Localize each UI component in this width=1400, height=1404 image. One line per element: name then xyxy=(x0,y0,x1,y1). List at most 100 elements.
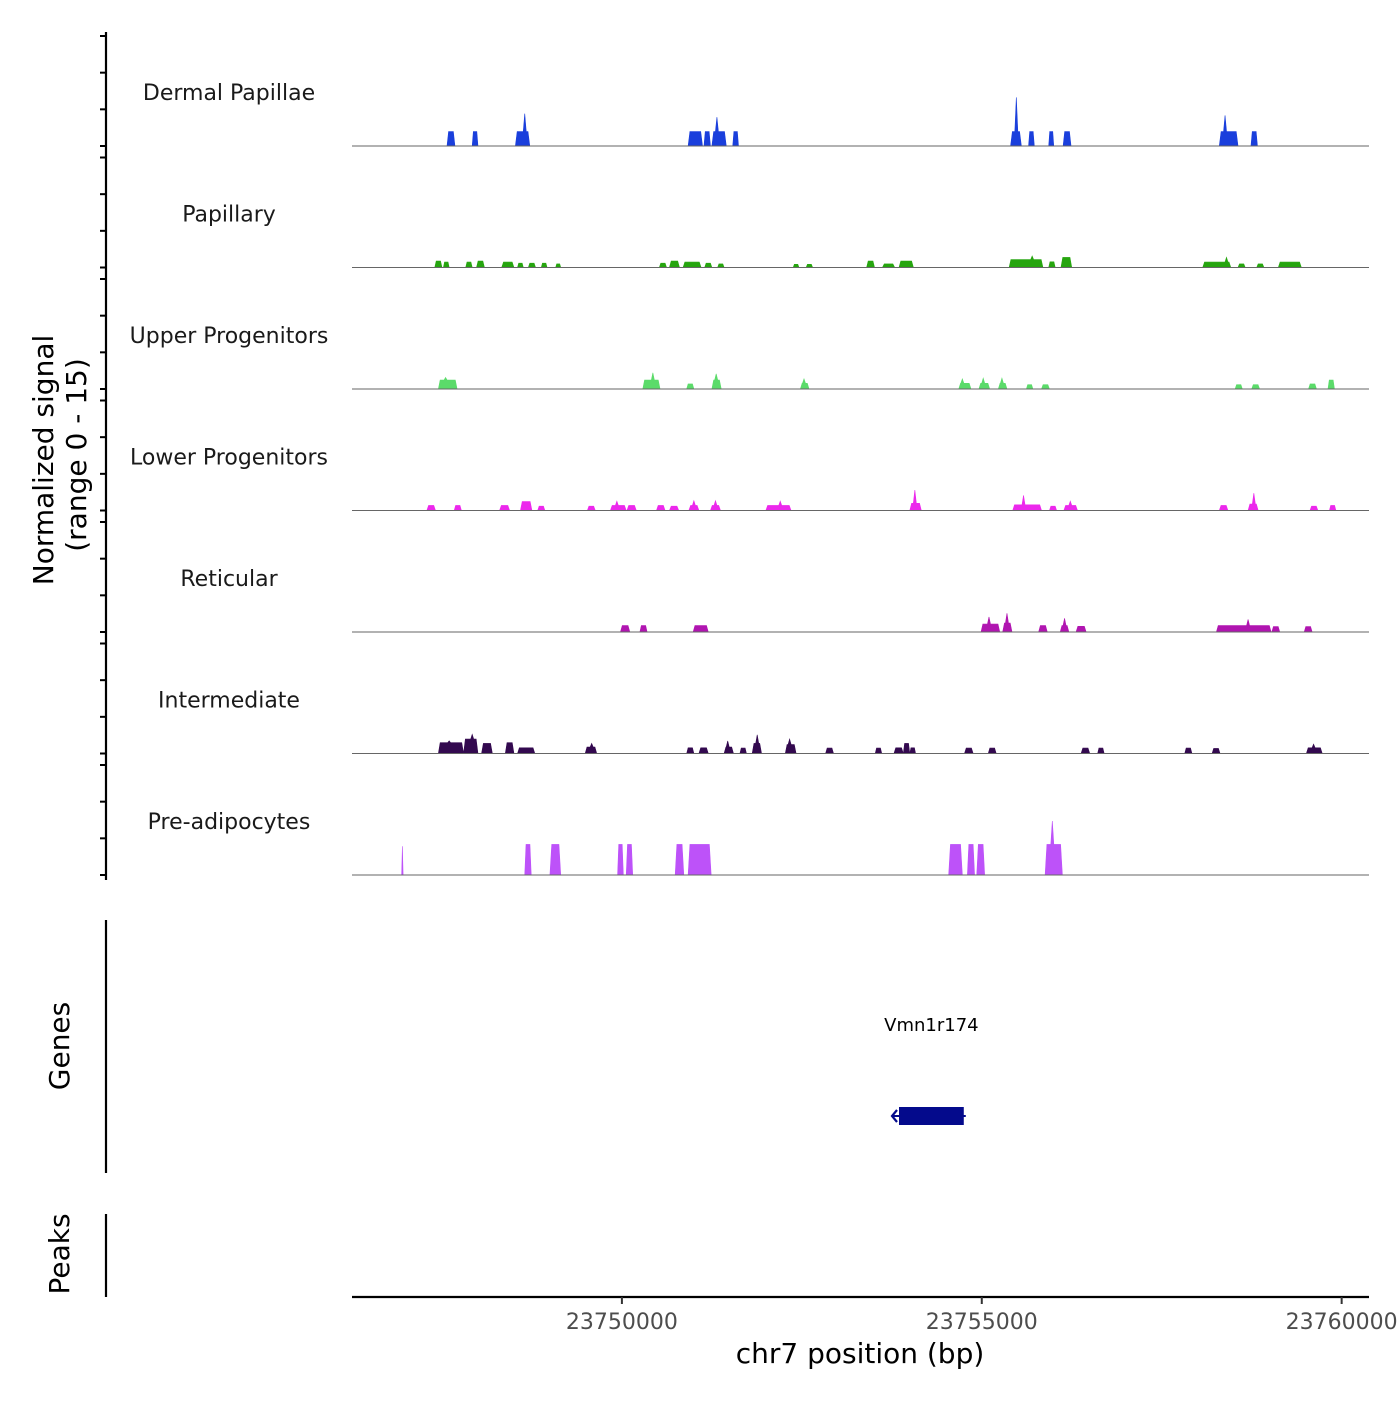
coverage-peak xyxy=(958,378,972,390)
coverage-peak xyxy=(703,131,711,147)
track-intermediate: Intermediate xyxy=(158,689,1369,754)
coverage-peak xyxy=(524,844,532,876)
coverage-peak xyxy=(476,260,485,268)
coverage-peak xyxy=(1237,263,1246,268)
coverage-peak xyxy=(668,505,680,511)
coverage-peak xyxy=(471,131,479,147)
coverage-peak xyxy=(669,260,680,268)
coverage-peak xyxy=(515,113,531,147)
x-axis: 23750000 23755000 23760000 xyxy=(352,1295,1398,1335)
track-upper-progenitors: Upper Progenitors xyxy=(130,324,1369,390)
coverage-peak xyxy=(453,505,462,511)
coverage-peak xyxy=(1234,384,1243,390)
coverage-peak xyxy=(1202,256,1232,268)
coverage-peak xyxy=(997,377,1008,390)
coverage-peak xyxy=(586,505,596,511)
coverage-peak xyxy=(711,117,727,147)
coverage-peak xyxy=(866,260,875,268)
coverage-peak xyxy=(898,260,914,268)
coverage-peak xyxy=(739,747,747,754)
gene-name-label: Vmn1r174 xyxy=(884,1015,978,1036)
genes-track-panel: Genes Vmn1r174 xyxy=(43,920,979,1173)
coverage-peak xyxy=(1271,626,1281,633)
coverage-peak xyxy=(874,747,883,754)
coverage-peak xyxy=(1028,131,1035,147)
coverage-peak xyxy=(1063,500,1078,511)
coverage-peak xyxy=(784,737,797,754)
coverage-peak xyxy=(881,263,896,268)
coverage-peak xyxy=(682,261,702,268)
coverage-peak xyxy=(465,261,473,268)
coverage-peak xyxy=(967,844,975,876)
x-axis-title: chr7 position (bp) xyxy=(736,1337,985,1370)
coverage-peak xyxy=(446,131,456,147)
coverage-peak xyxy=(1012,495,1042,511)
coverage-peak xyxy=(504,742,515,754)
coverage-peak xyxy=(527,262,536,268)
coverage-peak xyxy=(687,844,712,876)
coverage-peak xyxy=(1303,626,1313,633)
peaks-track-panel: Peaks xyxy=(43,1213,108,1297)
gene-exon-body xyxy=(899,1107,964,1125)
coverage-peak xyxy=(698,747,709,754)
track-lower-progenitors: Lower Progenitors xyxy=(130,446,1369,511)
coverage-peak xyxy=(499,505,511,511)
coverage-peak xyxy=(1075,625,1087,633)
coverage-peak xyxy=(1059,618,1070,633)
coverage-peak xyxy=(626,505,637,511)
coverage-peak xyxy=(584,742,598,754)
coverage-peak xyxy=(1216,619,1272,633)
coverage-peak xyxy=(658,262,667,268)
coverage-peak xyxy=(893,747,904,754)
coverage-peak xyxy=(687,131,703,147)
x-tick-label: 23750000 xyxy=(566,1310,678,1335)
coverage-peak xyxy=(642,372,661,390)
coverage-peak xyxy=(537,505,546,511)
coverage-peak xyxy=(1049,505,1058,511)
coverage-peak xyxy=(517,262,524,268)
coverage-peak xyxy=(674,844,685,876)
coverage-peak xyxy=(517,747,536,754)
coverage-peak xyxy=(1256,263,1265,268)
signal-y-axis xyxy=(100,32,108,880)
coverage-peak xyxy=(1038,625,1048,633)
coverage-peak xyxy=(980,616,1001,633)
coverage-peak xyxy=(1097,747,1105,754)
track-label: Upper Progenitors xyxy=(130,324,329,349)
coverage-peak xyxy=(723,740,734,754)
coverage-peak xyxy=(1044,820,1063,876)
track-pre-adipocytes: Pre-adipocytes xyxy=(148,810,1369,876)
coverage-peak xyxy=(463,733,479,754)
coverage-peak xyxy=(1184,747,1193,754)
coverage-peak xyxy=(686,383,695,390)
coverage-peak xyxy=(1277,261,1302,268)
coverage-peak xyxy=(555,263,562,268)
coverage-peak xyxy=(964,747,974,754)
coverage-peak xyxy=(1008,255,1044,268)
track-reticular: Reticular xyxy=(180,567,1369,633)
peaks-track-label: Peaks xyxy=(43,1213,76,1294)
coverage-peak xyxy=(909,747,916,754)
track-label: Reticular xyxy=(180,567,278,592)
coverage-peak xyxy=(1308,383,1317,390)
coverage-peak xyxy=(639,625,648,633)
coverage-peak xyxy=(443,261,450,268)
coverage-peak xyxy=(686,747,695,754)
coverage-peak xyxy=(909,489,922,511)
track-label: Papillary xyxy=(182,203,276,228)
track-label: Lower Progenitors xyxy=(130,446,328,471)
coverage-peak xyxy=(1309,505,1319,511)
coverage-peak xyxy=(1010,97,1022,147)
x-tick-label: 23755000 xyxy=(926,1310,1038,1335)
coverage-peak xyxy=(1080,747,1091,754)
coverage-peak xyxy=(1048,131,1055,147)
coverage-peak xyxy=(434,260,443,268)
coverage-peak xyxy=(625,844,634,876)
signal-tracks-panel: Dermal Papillae Papillary Upper Progenitor… xyxy=(130,81,1369,876)
coverage-peak xyxy=(978,377,991,390)
coverage-peak xyxy=(1305,743,1323,754)
coverage-peak xyxy=(1062,131,1072,147)
coverage-peak xyxy=(1025,384,1034,390)
